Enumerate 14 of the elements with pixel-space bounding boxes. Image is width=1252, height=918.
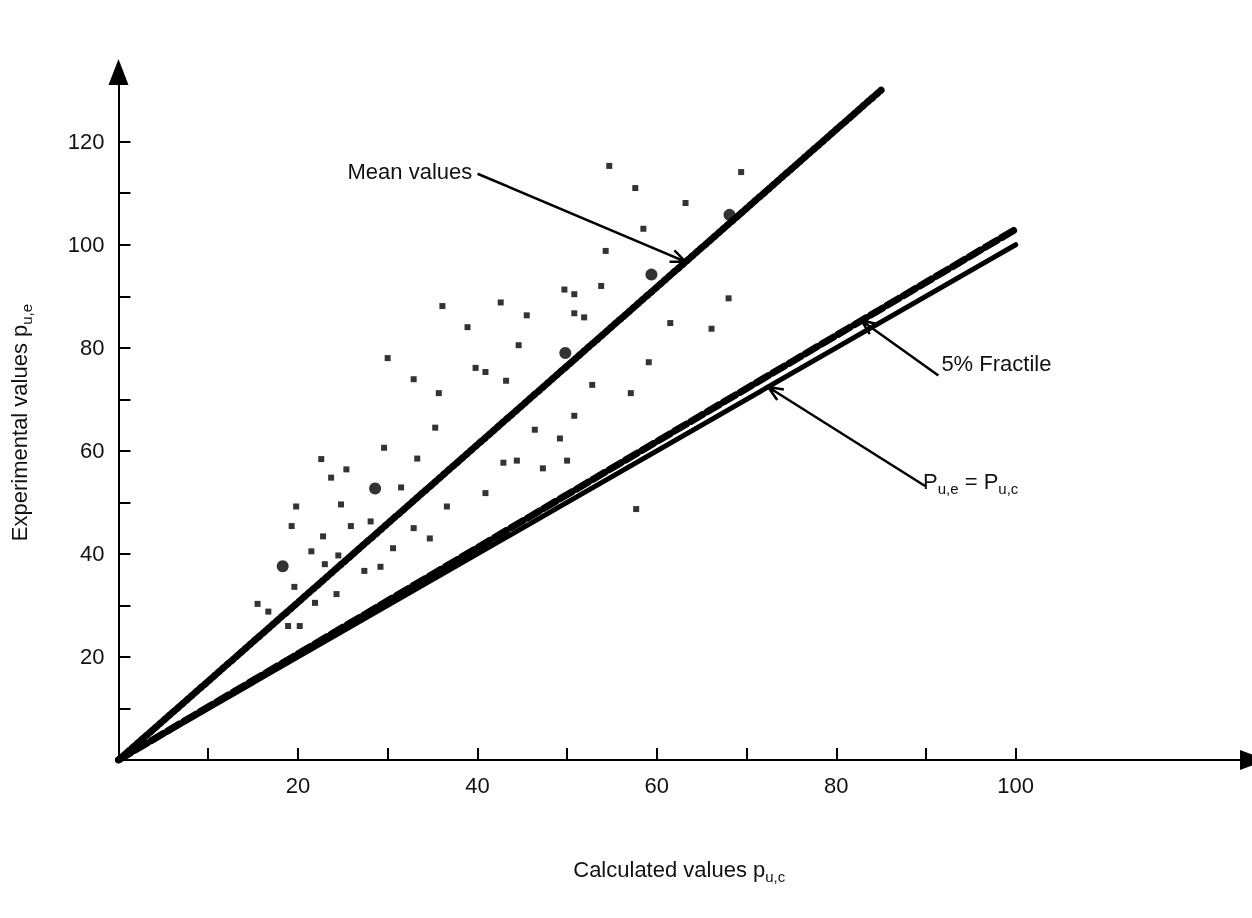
annotation: 5% Fractile: [941, 350, 1052, 376]
x-tick-label: 20: [285, 772, 311, 798]
x-tick-label: 80: [824, 772, 849, 798]
y-tick-label: 120: [67, 129, 105, 155]
x-tick-label: 60: [644, 772, 670, 798]
y-tick-label: 20: [80, 644, 105, 670]
x-tick-label: 100: [997, 772, 1035, 798]
x-tick-label: 40: [465, 772, 490, 798]
y-tick-label: 80: [80, 335, 105, 361]
y-tick-label: 40: [80, 541, 105, 567]
annotation: Mean values: [347, 159, 473, 185]
y-tick-label: 60: [80, 438, 105, 464]
y-axis-title: Experimental values pu,e: [6, 303, 35, 542]
y-tick-label: 100: [67, 232, 105, 258]
